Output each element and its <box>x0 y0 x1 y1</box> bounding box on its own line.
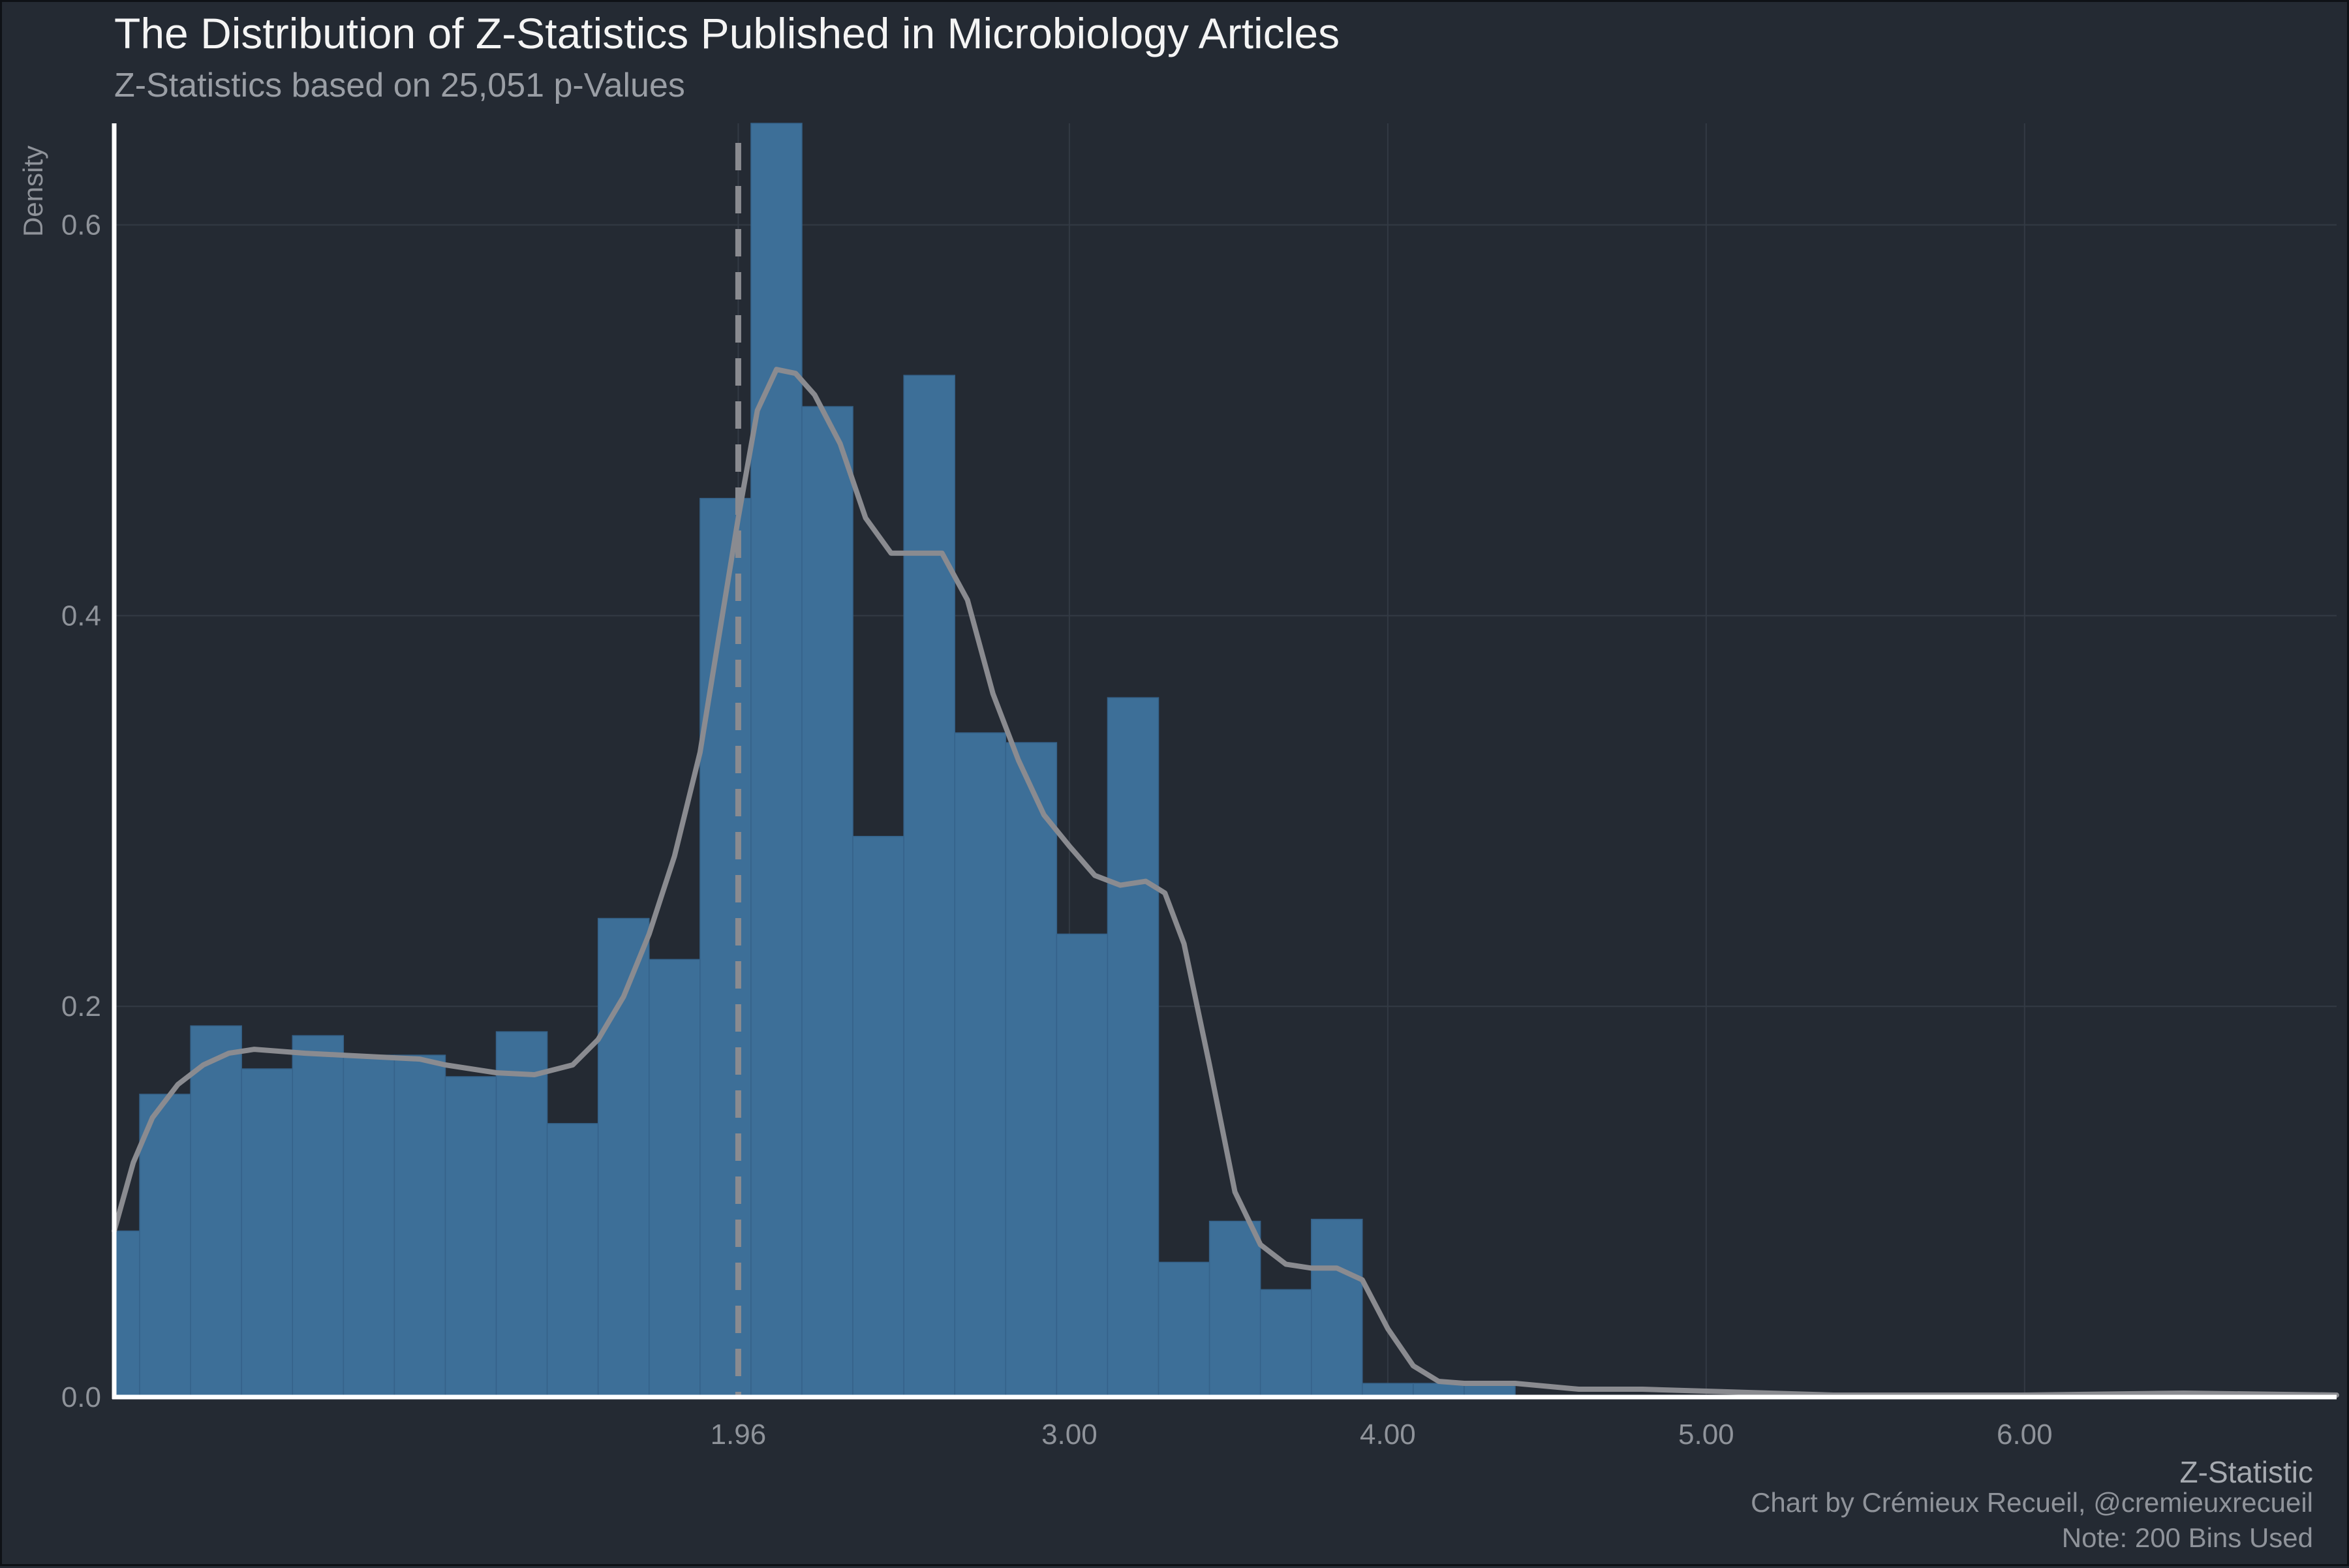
axes <box>112 123 2337 1400</box>
histogram-bar-11 <box>649 959 701 1398</box>
density-curve <box>112 367 2339 1398</box>
x-tick-label-0: 1.96 <box>711 1419 767 1451</box>
x-axis-label: Z-Statistic <box>2179 1455 2313 1489</box>
y-axis-label: Density <box>18 145 48 238</box>
histogram-bar-24 <box>1311 1218 1363 1398</box>
histogram-bar-15 <box>852 836 904 1398</box>
histogram-bar-0 <box>114 1230 140 1398</box>
histogram-bar-8 <box>495 1031 548 1398</box>
histogram-bar-1 <box>139 1094 191 1398</box>
histogram-bar-14 <box>801 406 853 1398</box>
histogram-bar-20 <box>1107 697 1159 1398</box>
density-curve-layer <box>112 367 2339 1398</box>
chart-title: The Distribution of Z-Statistics Publish… <box>114 9 1340 57</box>
histogram-bar-16 <box>903 375 955 1398</box>
histogram-bar-3 <box>241 1068 294 1398</box>
histogram-bar-12 <box>699 498 752 1398</box>
histogram-bar-2 <box>190 1025 242 1398</box>
histogram-bar-4 <box>292 1035 345 1398</box>
histogram-bar-18 <box>1005 742 1058 1398</box>
histogram-bar-9 <box>546 1123 599 1398</box>
histogram-bar-13 <box>750 123 803 1398</box>
y-tick-label-1: 0.2 <box>61 991 101 1022</box>
histogram-bar-21 <box>1158 1261 1210 1398</box>
histogram-bar-17 <box>954 732 1007 1398</box>
histogram-bar-6 <box>393 1054 446 1398</box>
chart-subtitle: Z-Statistics based on 25,051 p-Values <box>114 67 685 104</box>
x-tick-label-4: 6.00 <box>1997 1419 2053 1451</box>
histogram-bars <box>114 123 1516 1398</box>
histogram-bar-19 <box>1056 933 1109 1398</box>
x-tick-label-2: 4.00 <box>1360 1419 1416 1451</box>
x-tick-label-3: 5.00 <box>1678 1419 1734 1451</box>
histogram-bar-22 <box>1208 1220 1261 1398</box>
histogram-bar-5 <box>343 1054 395 1398</box>
caption-author: Chart by Crémieux Recueil, @cremieuxrecu… <box>1751 1487 2313 1518</box>
y-tick-label-2: 0.4 <box>61 600 101 632</box>
tick-labels: 0.0 0.2 0.4 0.6 1.96 3.00 4.00 5.00 6.00 <box>61 209 2053 1451</box>
x-tick-label-1: 3.00 <box>1041 1419 1098 1451</box>
caption-note: Note: 200 Bins Used <box>2061 1522 2313 1553</box>
histogram-bar-7 <box>444 1076 497 1398</box>
y-tick-label-0: 0.0 <box>61 1381 101 1413</box>
y-tick-label-3: 0.6 <box>61 209 101 241</box>
histogram-bar-23 <box>1259 1289 1312 1398</box>
